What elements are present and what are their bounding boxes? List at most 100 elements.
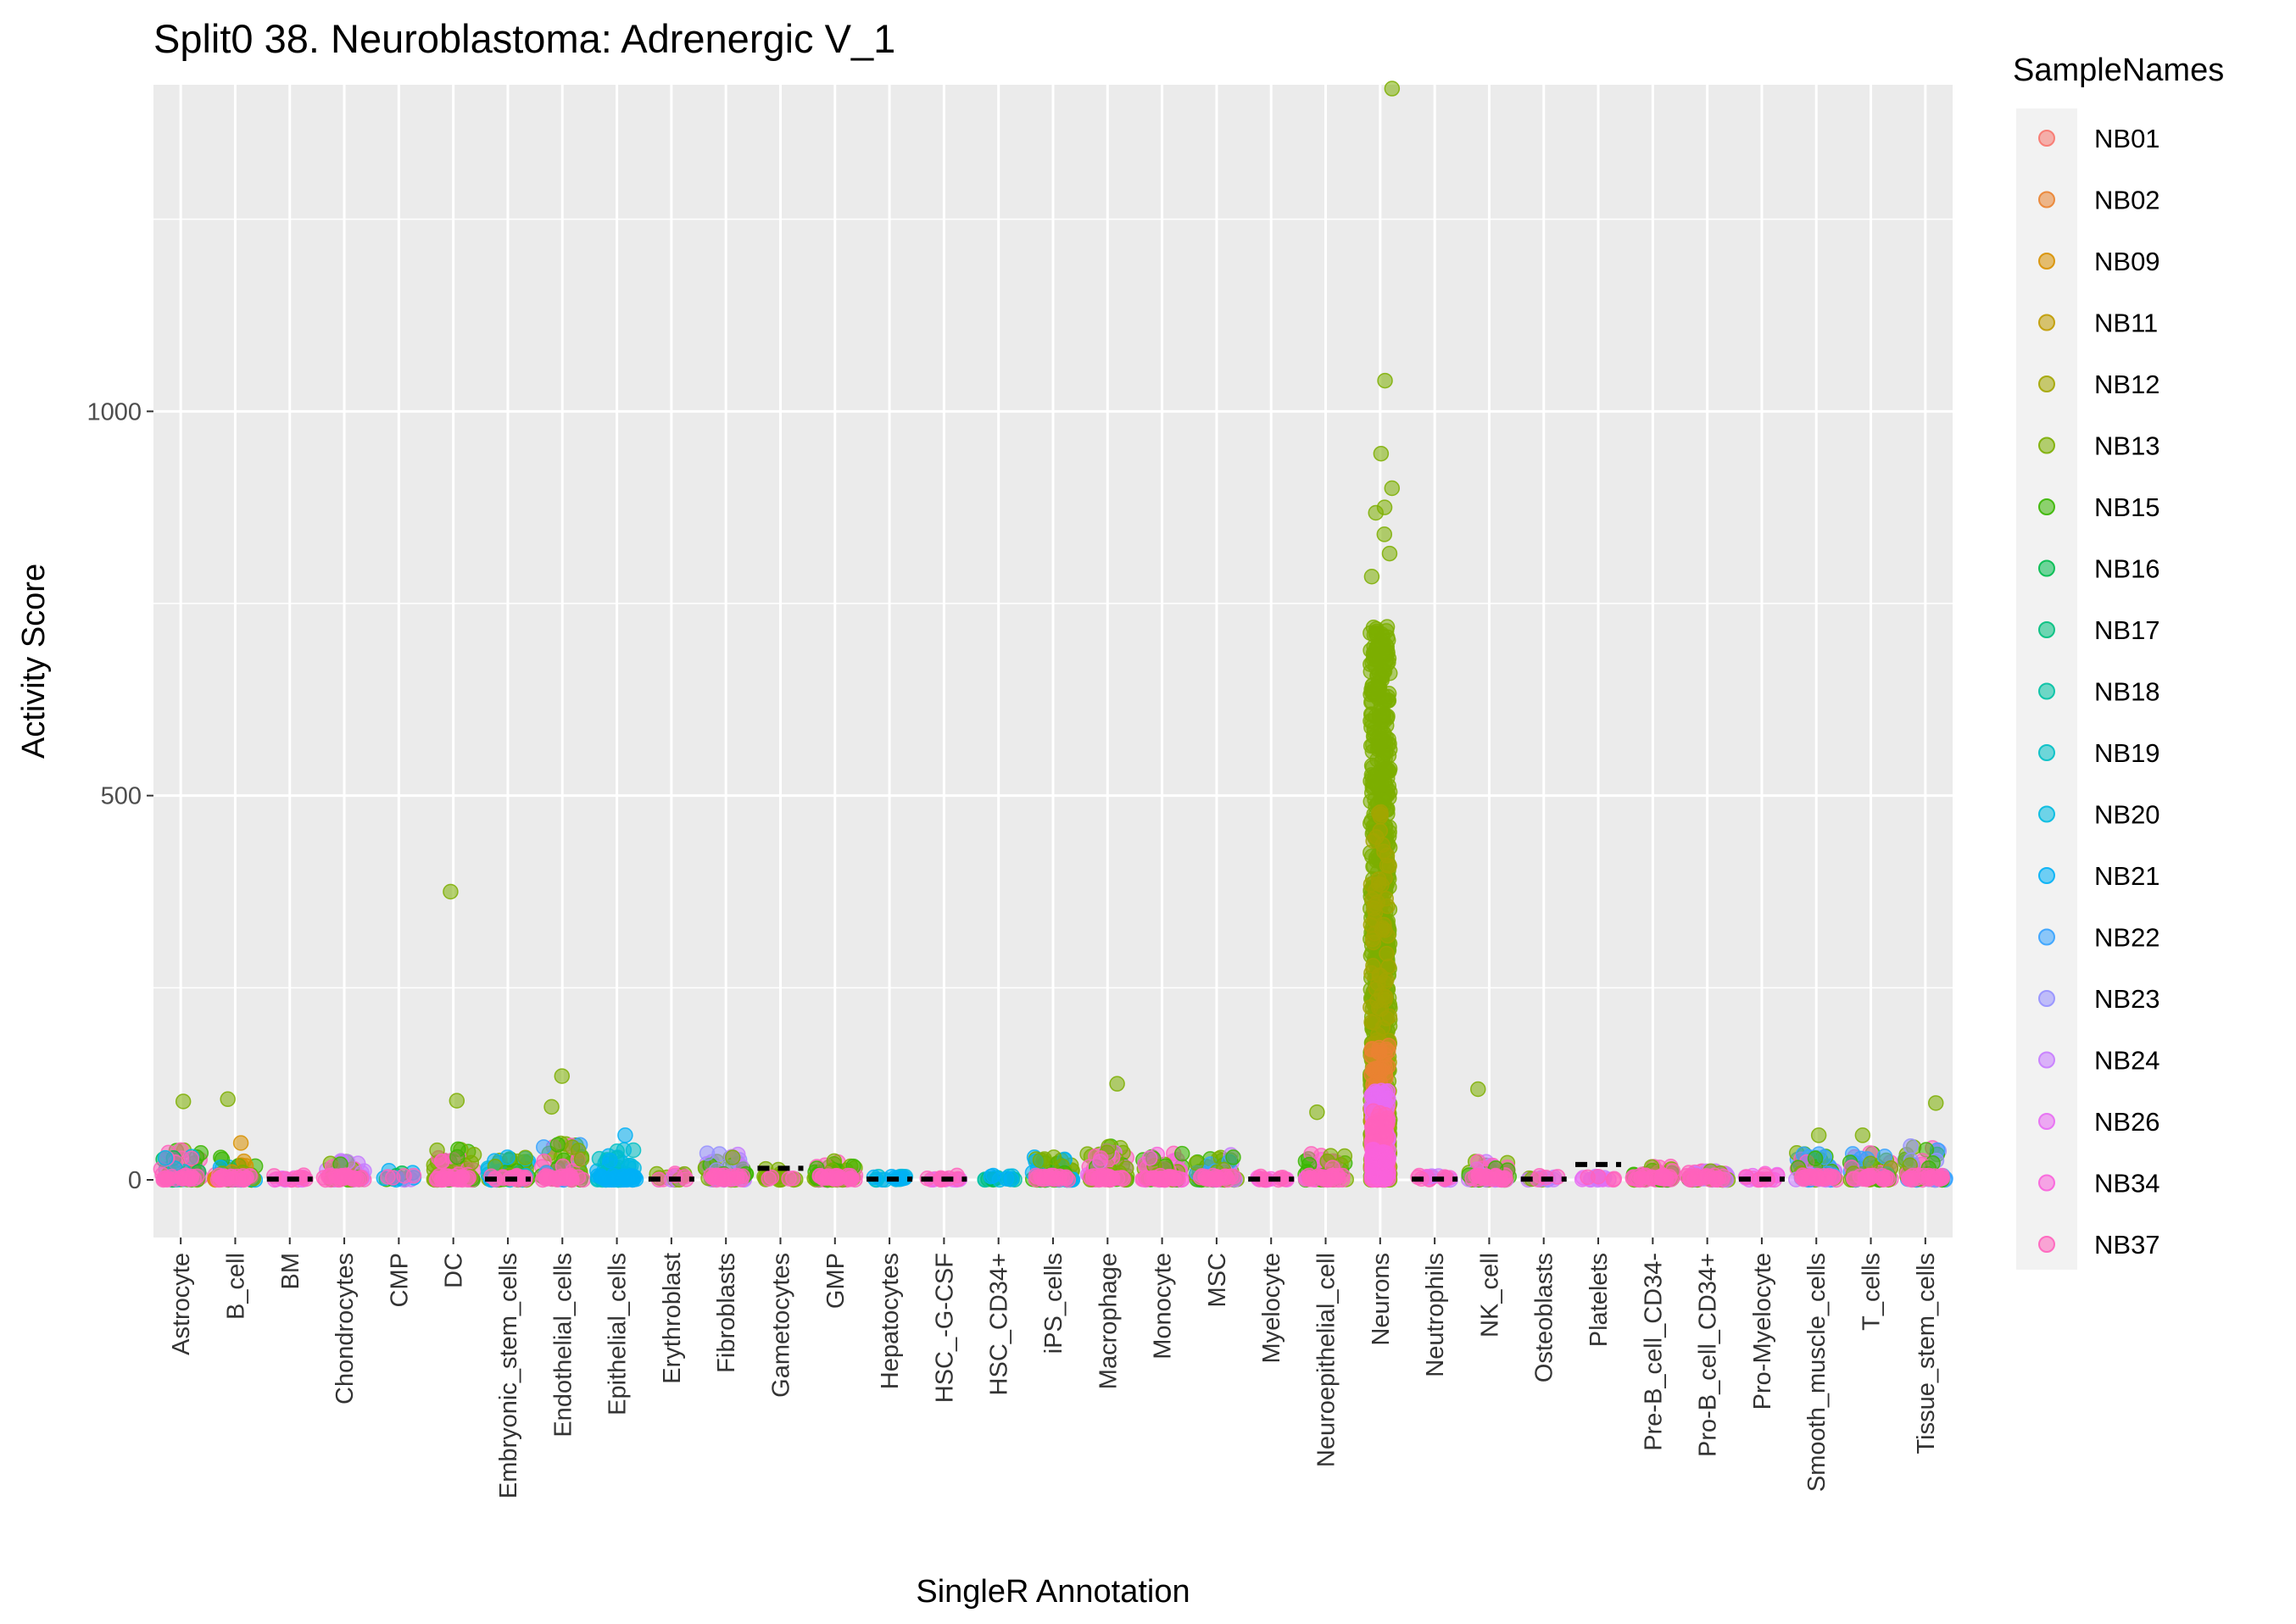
- data-point: [1371, 1059, 1387, 1076]
- data-point: [734, 1168, 750, 1184]
- y-axis-title: Activity Score: [16, 564, 52, 759]
- x-tick-label: Hepatocytes: [877, 1253, 904, 1389]
- legend-label: NB15: [2094, 492, 2160, 522]
- data-point: [1363, 625, 1379, 642]
- data-point: [699, 1145, 716, 1161]
- x-tick-label: Endothelial_cells: [549, 1253, 577, 1438]
- data-point: [1859, 1169, 1876, 1185]
- data-point: [1371, 1039, 1387, 1056]
- data-point: [1810, 1127, 1827, 1143]
- data-point: [1379, 1090, 1396, 1106]
- x-tick-label: BM: [277, 1253, 304, 1290]
- x-tick-label: NK_cell: [1476, 1253, 1503, 1338]
- data-point: [1169, 1171, 1185, 1187]
- x-tick-label: Pro-B_cell_CD34+: [1695, 1253, 1722, 1457]
- x-tick-label: Tissue_stem_cells: [1913, 1253, 1940, 1454]
- x-tick-label: DC: [441, 1253, 468, 1288]
- x-tick-label: Myelocyte: [1258, 1253, 1285, 1364]
- data-point: [499, 1149, 515, 1165]
- data-point: [1934, 1167, 1950, 1184]
- data-point: [1637, 1171, 1654, 1188]
- data-point: [1377, 372, 1393, 389]
- legend: SampleNames NB01 NB02 NB09 NB11 NB12 NB13 NB15…: [2013, 53, 2224, 1270]
- x-tick-label: Chondrocytes: [332, 1253, 359, 1404]
- x-tick-label: MSC: [1204, 1253, 1231, 1307]
- legend-key: [2038, 1236, 2055, 1253]
- y-tick-label: 0: [128, 1167, 142, 1194]
- data-point: [998, 1171, 1015, 1187]
- legend-label: NB26: [2094, 1107, 2160, 1137]
- data-point: [433, 1153, 450, 1170]
- legend-label: NB23: [2094, 984, 2160, 1014]
- legend-label: NB34: [2094, 1169, 2160, 1199]
- data-point: [1370, 876, 1387, 893]
- legend-label: NB02: [2094, 186, 2160, 215]
- data-point: [1488, 1168, 1504, 1185]
- data-point: [1032, 1152, 1049, 1169]
- data-point: [1057, 1171, 1074, 1187]
- data-point: [549, 1137, 566, 1153]
- x-tick-label: HSC_CD34+: [986, 1253, 1013, 1395]
- data-point: [1807, 1150, 1824, 1167]
- legend-key: [2038, 805, 2055, 823]
- legend-key: [2038, 437, 2055, 454]
- data-point: [175, 1093, 192, 1110]
- legend-key: [2038, 191, 2055, 209]
- legend-key: [2038, 621, 2055, 638]
- legend-label: NB37: [2094, 1230, 2160, 1260]
- data-point: [224, 1168, 240, 1185]
- x-tick-label: Embryonic_stem_cells: [495, 1253, 522, 1499]
- data-point: [1379, 945, 1395, 962]
- data-point: [1141, 1150, 1158, 1166]
- data-point: [1173, 1145, 1190, 1162]
- data-point: [1373, 445, 1390, 462]
- data-point: [1809, 1167, 1825, 1184]
- x-tick-label: GMP: [822, 1253, 850, 1309]
- data-point: [1376, 526, 1393, 542]
- data-point: [538, 1171, 554, 1187]
- legend-key: [2038, 1051, 2055, 1069]
- data-point: [1379, 857, 1396, 874]
- data-point: [155, 1171, 172, 1187]
- data-point: [1381, 545, 1398, 562]
- data-point: [1225, 1149, 1241, 1165]
- data-point: [705, 1170, 721, 1186]
- data-point: [220, 1091, 236, 1108]
- data-point: [1376, 1154, 1392, 1170]
- x-tick-label: Macrophage: [1095, 1253, 1122, 1389]
- x-tick-label: Epithelial_cells: [605, 1253, 632, 1415]
- data-point: [600, 1171, 616, 1187]
- data-point: [1093, 1150, 1109, 1166]
- legend-key: [2038, 867, 2055, 884]
- data-point: [1372, 809, 1389, 825]
- data-point: [1379, 971, 1395, 988]
- x-tick-label: HSC_-G-CSF: [931, 1253, 958, 1403]
- data-point: [983, 1168, 1000, 1185]
- x-tick-label: CMP: [386, 1253, 413, 1307]
- data-point: [1378, 890, 1394, 907]
- data-point: [1380, 731, 1396, 748]
- data-point: [614, 1171, 630, 1187]
- data-point: [1903, 1138, 1919, 1154]
- median-markers: [266, 1161, 1785, 1182]
- x-axis: Astrocyte B_cell BM Chondrocytes CMP DC Embryo…: [168, 1237, 1940, 1499]
- data-point: [333, 1168, 349, 1184]
- data-point: [1109, 1076, 1125, 1092]
- legend-label: NB01: [2094, 124, 2160, 153]
- data-point: [449, 1148, 465, 1165]
- data-point: [1369, 679, 1386, 696]
- legend-label: NB24: [2094, 1046, 2160, 1076]
- data-point: [554, 1068, 571, 1084]
- data-point: [573, 1151, 590, 1167]
- data-point: [781, 1171, 797, 1187]
- legend-key: [2038, 990, 2055, 1007]
- data-point: [564, 1139, 581, 1155]
- data-point: [237, 1170, 254, 1187]
- data-point: [725, 1149, 741, 1165]
- data-point: [1605, 1171, 1622, 1188]
- data-point: [1028, 1167, 1045, 1184]
- x-tick-label: Erythroblast: [659, 1253, 686, 1384]
- data-point: [1380, 692, 1397, 709]
- data-point: [843, 1170, 859, 1187]
